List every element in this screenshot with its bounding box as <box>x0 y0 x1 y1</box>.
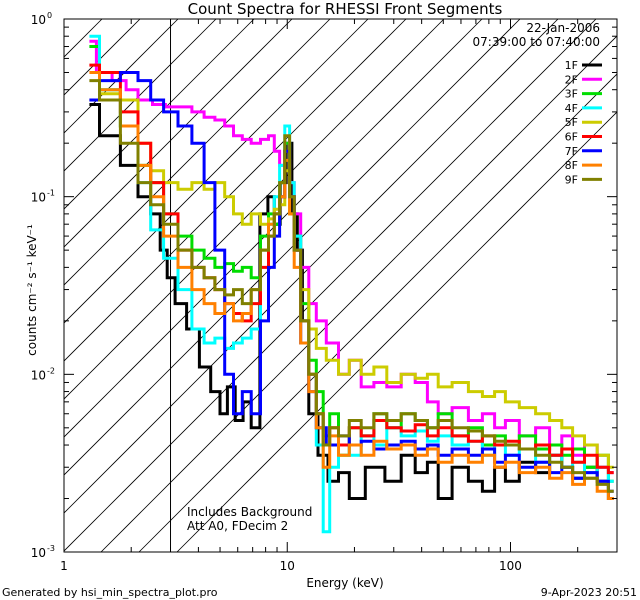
date-text: 22-Jan-2006 <box>526 21 600 35</box>
plot-frame <box>63 18 618 553</box>
legend-label-1F: 1F <box>565 59 578 72</box>
legend-label-7F: 7F <box>565 145 578 158</box>
y-tick-label-exponent: 0 <box>47 11 52 20</box>
chart-title: Count Spectra for RHESSI Front Segments <box>188 0 503 18</box>
hatch-line <box>176 111 617 552</box>
legend-label-5F: 5F <box>565 116 578 129</box>
hatch-line <box>64 19 369 324</box>
x-axis-label: Energy (keV) <box>306 576 383 590</box>
note-background: Includes Background <box>187 505 312 519</box>
time-range-text: 07:39:00 to 07:40:00 <box>473 35 600 49</box>
series-line-8F <box>89 71 614 500</box>
legend-label-3F: 3F <box>565 88 578 101</box>
y-tick-label: 10 <box>31 368 46 382</box>
footer-timestamp: 9-Apr-2023 20:51 <box>541 586 637 599</box>
legend-label-4F: 4F <box>565 102 578 115</box>
hatch-line <box>64 19 331 286</box>
y-tick-label: 10 <box>31 13 46 27</box>
hatch-line <box>64 19 217 172</box>
hatch-line <box>64 19 293 248</box>
y-tick-label-exponent: -3 <box>47 544 55 553</box>
hatch-line <box>64 19 521 476</box>
hatch-line <box>64 19 597 552</box>
y-tick-label-exponent: -1 <box>47 189 55 198</box>
series-line-2F <box>89 39 614 475</box>
note-attenuator: Att A0, FDecim 2 <box>187 519 288 533</box>
hatch-line <box>64 19 559 514</box>
footer-generated-by: Generated by hsi_min_spectra_plot.pro <box>2 586 218 599</box>
y-tick-label: 10 <box>31 191 46 205</box>
x-tick-label: 10 <box>280 559 295 573</box>
series-layer <box>89 34 614 534</box>
legend-label-6F: 6F <box>565 131 578 144</box>
y-tick-label-exponent: -2 <box>47 366 55 375</box>
x-tick-label: 1 <box>60 559 68 573</box>
legend-label-8F: 8F <box>565 159 578 172</box>
series-line-9F <box>89 79 614 493</box>
x-tick-label: 100 <box>499 559 522 573</box>
hatch-line <box>64 19 179 134</box>
legend-label-9F: 9F <box>565 173 578 186</box>
hatch-line <box>64 19 483 438</box>
hatch-line <box>100 35 617 552</box>
hatch-line <box>64 19 103 58</box>
legend-label-2F: 2F <box>565 73 578 86</box>
y-axis-label: counts cm⁻² s⁻¹ keV⁻¹ <box>25 224 39 356</box>
hatch-line <box>64 19 407 362</box>
series-line-5F <box>89 92 614 469</box>
y-tick-label: 10 <box>31 546 46 560</box>
